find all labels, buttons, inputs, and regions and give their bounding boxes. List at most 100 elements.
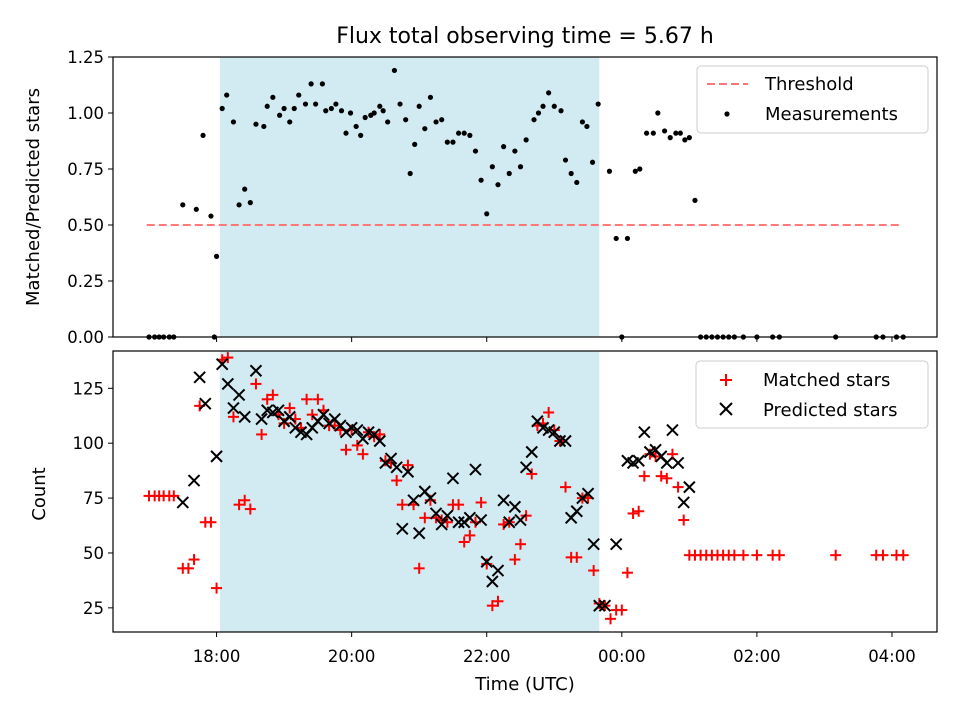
matched-star-point <box>301 393 313 405</box>
matched-star-point <box>312 393 324 405</box>
measurement-point <box>558 108 564 114</box>
predicted-star-point <box>210 450 223 463</box>
measurement-point <box>584 123 590 130</box>
x-axis-label: Time (UTC) <box>474 674 575 695</box>
matched-star-point <box>509 554 521 566</box>
predicted-star-point <box>232 388 246 402</box>
measurement-point <box>380 108 386 114</box>
measurement-point <box>213 253 220 259</box>
predicted-star-point <box>480 555 493 568</box>
top-shaded-interval <box>219 57 600 337</box>
measurement-point <box>632 168 638 174</box>
predicted-star-point <box>683 480 696 494</box>
x-tick-label: 18:00 <box>193 647 241 666</box>
predicted-star-point <box>469 463 482 476</box>
measurement-point <box>371 110 377 116</box>
bottom-y-tick-label: 50 <box>83 544 104 563</box>
matched-star-point <box>222 352 234 364</box>
measurement-point <box>281 105 287 112</box>
measurement-point <box>219 105 225 112</box>
predicted-star-point <box>373 434 386 448</box>
predicted-star-point <box>176 496 189 509</box>
measurement-point <box>261 123 267 130</box>
measurement-point <box>193 206 199 212</box>
measurement-point <box>562 157 569 163</box>
measurement-point <box>385 119 391 125</box>
matched-star-point <box>182 562 194 574</box>
measurement-point <box>433 119 439 125</box>
predicted-star-point <box>446 472 460 485</box>
predicted-star-point <box>435 518 448 531</box>
predicted-star-point <box>272 404 285 417</box>
top-y-tick-label: 0.75 <box>67 160 104 179</box>
matched-star-point <box>481 558 493 570</box>
predicted-star-point <box>396 522 409 536</box>
matched-star-point <box>548 424 560 436</box>
matched-star-point <box>419 512 431 524</box>
matched-legend-swatch <box>720 374 732 386</box>
measurement-point <box>416 103 422 109</box>
matched-star-point <box>357 448 369 460</box>
measurement-point <box>308 81 314 87</box>
measurement-point <box>450 139 456 145</box>
measurement-point <box>455 130 462 136</box>
matched-star-point <box>526 468 538 480</box>
predicted-legend-swatch <box>719 402 733 416</box>
predicted-star-point <box>390 461 403 474</box>
predicted-star-point <box>508 500 522 514</box>
measurement-point <box>412 141 418 147</box>
matched-star-point <box>616 604 628 616</box>
top-legend: Threshold Measurements <box>696 65 929 134</box>
matched-star-point <box>402 459 414 471</box>
matched-star-point <box>514 538 526 550</box>
predicted-star-point <box>677 496 690 509</box>
measurement-point <box>682 137 688 143</box>
predicted-star-point <box>317 408 330 421</box>
predicted-star-point <box>497 494 510 507</box>
matched-star-point <box>737 549 749 561</box>
top-y-tick-label: 0.25 <box>67 272 104 291</box>
measurement-point <box>643 130 650 136</box>
x-tick-label: 20:00 <box>328 647 376 666</box>
matched-star-point <box>897 549 909 561</box>
matched-legend-label: Matched stars <box>763 370 890 391</box>
predicted-star-point <box>401 465 415 478</box>
measurement-point <box>291 105 297 112</box>
predicted-star-point <box>199 397 212 410</box>
x-tick-label: 02:00 <box>733 647 781 666</box>
matched-star-point <box>250 378 262 390</box>
measurement-point <box>236 202 242 208</box>
matched-star-point <box>492 595 504 607</box>
matched-star-point <box>256 428 268 440</box>
bottom-legend: Matched stars Predicted stars <box>695 360 929 429</box>
top-y-tick-label: 1.25 <box>67 48 104 67</box>
measurement-point <box>422 126 428 132</box>
matched-star-point <box>374 428 386 440</box>
bottom-legend-frame <box>695 360 929 429</box>
predicted-star-point <box>424 491 437 505</box>
matched-star-point <box>638 470 650 482</box>
predicted-star-point <box>660 456 674 470</box>
measurement-point <box>686 135 692 141</box>
x-tick-label: 22:00 <box>463 647 511 666</box>
measurement-point <box>637 166 643 172</box>
measurement-point <box>397 101 403 107</box>
top-axes-frame <box>112 56 938 338</box>
measurement-point <box>574 179 580 186</box>
measurement-point <box>495 182 501 188</box>
measurement-point <box>264 103 270 109</box>
measurement-point <box>253 121 259 127</box>
predicted-star-point <box>491 564 505 577</box>
measurement-point <box>512 148 518 154</box>
measurement-point <box>606 168 613 174</box>
predicted-star-point <box>638 426 651 439</box>
predicted-star-point <box>519 461 533 474</box>
matched-star-point <box>211 582 223 594</box>
measurement-point <box>501 144 507 150</box>
measurement-point <box>589 159 596 165</box>
measurement-point <box>517 164 524 170</box>
measurement-point <box>338 108 345 114</box>
matched-star-point <box>627 507 639 519</box>
measurement-point <box>230 119 237 125</box>
matched-star-point <box>661 472 673 484</box>
